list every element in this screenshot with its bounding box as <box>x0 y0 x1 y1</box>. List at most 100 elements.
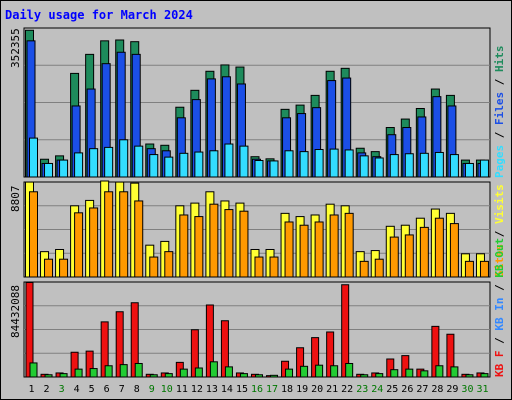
day-label-3: 3 <box>59 384 65 395</box>
pages-bar-day-7 <box>119 139 129 178</box>
pages-bar-day-1 <box>29 137 38 178</box>
pages-bar-day-14 <box>224 143 234 178</box>
sites-bar-day-31 <box>479 260 489 278</box>
kbout-bar-day-25 <box>390 369 399 378</box>
pages-bar-day-9 <box>149 154 159 178</box>
kbout-bar-day-17 <box>270 374 279 378</box>
kbout-bar-day-2 <box>44 374 53 378</box>
day-label-1: 1 <box>29 384 35 395</box>
day-label-4: 4 <box>74 384 80 395</box>
sites-bar-day-24 <box>374 258 384 278</box>
kbout-bar-day-18 <box>285 368 294 378</box>
sites-bar-day-14 <box>224 209 234 278</box>
sites-bar-day-12 <box>194 216 204 278</box>
day-label-27: 27 <box>416 384 428 395</box>
day-label-25: 25 <box>386 384 398 395</box>
day-label-10: 10 <box>161 384 173 395</box>
legend-item-hits: Hits <box>493 45 506 73</box>
kbout-bar-day-6 <box>104 365 113 378</box>
day-label-9: 9 <box>149 384 155 395</box>
kbout-bar-day-24 <box>375 373 384 378</box>
pages-bar-day-11 <box>179 152 189 178</box>
sites-bar-day-7 <box>119 191 129 278</box>
sites-bar-day-26 <box>404 234 414 278</box>
kbout-bar-day-7 <box>119 364 128 378</box>
pages-bar-day-5 <box>89 148 99 178</box>
day-label-20: 20 <box>311 384 323 395</box>
pages-bar-day-12 <box>194 151 204 178</box>
legend-item-pages: Pages <box>493 144 506 178</box>
pages-bar-day-10 <box>164 156 174 178</box>
legend-item-visits: Visits <box>493 184 506 224</box>
sites-bar-day-5 <box>89 207 99 278</box>
sites-bar-day-18 <box>284 221 294 278</box>
sites-bar-day-1 <box>29 191 38 278</box>
pages-bar-day-22 <box>344 149 354 178</box>
pages-bar-day-20 <box>314 149 324 178</box>
kbout-bar-day-8 <box>134 362 143 378</box>
sites-bar-day-3 <box>59 258 69 278</box>
day-label-7: 7 <box>119 384 125 395</box>
kbout-bar-day-11 <box>179 368 188 378</box>
sites-bar-day-25 <box>389 236 399 278</box>
sites-bar-day-30 <box>464 260 474 278</box>
pages-bar-day-19 <box>299 151 309 178</box>
sites-bar-day-8 <box>134 200 144 278</box>
legend-item-kb-f: KB F <box>493 350 506 378</box>
pages-bar-day-16 <box>254 160 264 178</box>
sites-bar-day-16 <box>254 256 264 278</box>
day-label-28: 28 <box>431 384 443 395</box>
pages-bar-day-4 <box>74 152 84 178</box>
kbout-bar-day-13 <box>209 361 218 378</box>
kbout-bar-day-1 <box>29 362 38 378</box>
sites-bar-day-6 <box>104 191 114 278</box>
pages-bar-day-31 <box>479 159 489 178</box>
day-label-6: 6 <box>104 384 110 395</box>
sites-bar-day-28 <box>434 217 444 278</box>
day-label-22: 22 <box>341 384 353 395</box>
legend-item-kb-out: KB Out <box>493 237 506 278</box>
kbout-bar-day-12 <box>194 367 203 378</box>
kbout-bar-day-28 <box>435 365 444 378</box>
pages-bar-day-24 <box>374 157 384 178</box>
kbout-bar-day-30 <box>465 374 474 378</box>
legend-separator: / <box>493 125 506 145</box>
kbout-bar-day-4 <box>74 368 83 378</box>
kbout-bar-day-26 <box>405 368 414 378</box>
kbout-bar-day-22 <box>345 362 354 378</box>
sites-bar-day-20 <box>314 221 324 278</box>
day-label-5: 5 <box>89 384 95 395</box>
pages-bar-day-29 <box>449 154 459 178</box>
kbout-bar-day-27 <box>420 370 429 378</box>
pages-bar-day-23 <box>359 155 369 178</box>
kbout-bar-day-9 <box>149 374 158 378</box>
day-label-26: 26 <box>401 384 413 395</box>
sites-bar-day-10 <box>164 251 174 278</box>
pages-bar-day-30 <box>464 162 474 178</box>
day-label-21: 21 <box>326 384 338 395</box>
legend-separator: / <box>493 277 506 298</box>
kbout-bar-day-3 <box>59 373 68 378</box>
pages-bar-day-21 <box>329 148 339 178</box>
legend-item-files: Files <box>493 91 506 125</box>
sites-bar-day-4 <box>74 212 84 278</box>
sites-bar-day-13 <box>209 203 219 278</box>
day-label-14: 14 <box>221 384 233 395</box>
legend-item-kb-in: KB In <box>493 297 506 331</box>
kbout-bar-day-5 <box>89 368 98 378</box>
day-label-29: 29 <box>446 384 458 395</box>
pages-bar-day-26 <box>404 153 414 178</box>
sites-bar-day-19 <box>299 224 309 278</box>
kbout-bar-day-21 <box>330 365 339 378</box>
kbout-bar-day-19 <box>300 365 309 378</box>
day-label-19: 19 <box>296 384 308 395</box>
day-label-30: 30 <box>461 384 473 395</box>
kbout-bar-day-10 <box>164 373 173 378</box>
pages-bar-day-13 <box>209 150 219 178</box>
kbout-bar-day-29 <box>450 366 459 378</box>
sites-bar-day-11 <box>179 214 189 278</box>
pages-bar-day-27 <box>419 152 429 178</box>
day-label-8: 8 <box>134 384 140 395</box>
sites-bar-day-9 <box>149 256 159 278</box>
